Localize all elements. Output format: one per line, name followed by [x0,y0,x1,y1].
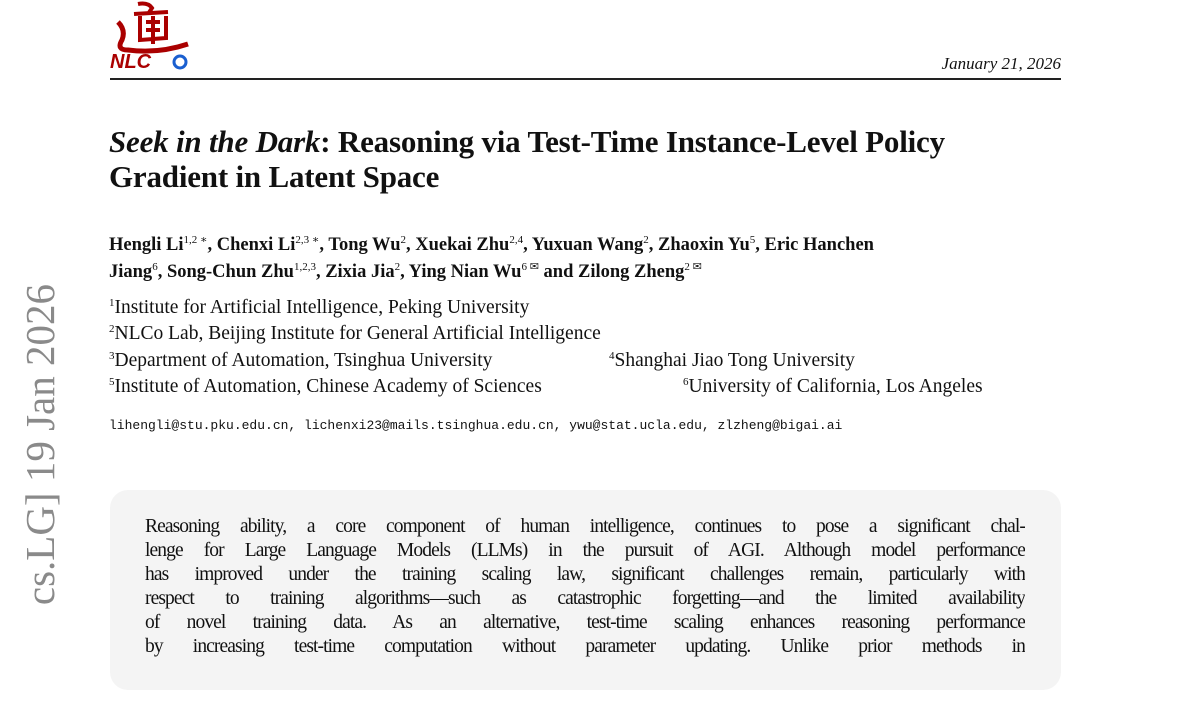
nlco-logo: NLC [108,0,198,73]
aff-name: NLCo Lab, Beijing Institute for General … [114,323,601,344]
author-name: Ying Nian Wu [408,262,522,282]
affiliation: 4Shanghai Jiao Tong University [609,350,855,372]
author-affiliation-marks: 6 ✉ [521,261,539,273]
author-affiliation-marks: 2 ✉ [684,261,702,273]
author-affiliation-marks: 2,4 [509,234,524,246]
aff-num: 3 [109,350,115,362]
header-rule [110,78,1061,80]
aff-num: 4 [609,350,615,362]
separator: , [648,235,659,255]
author-name: Chenxi Li [216,235,296,255]
abstract-line: of novel training data. As an alternativ… [145,612,1025,633]
author-emails: lihengli@stu.pku.edu.cn, lichenxi23@mail… [109,418,843,433]
aff-num: 5 [109,376,115,388]
separator: , [406,235,416,255]
title-italic: Seek in the Dark [109,124,321,159]
affiliation: 5Institute of Automation, Chinese Academ… [109,376,542,398]
aff-num: 1 [109,297,115,309]
title-rest: : Reasoning via Test-Time Instance-Level… [320,124,945,159]
abstract-line: lenge for Large Language Models (LLMs) i… [145,540,1025,561]
separator: , [157,262,167,282]
aff-name: Institute for Artificial Intelligence, P… [114,297,530,318]
affiliation: 6University of California, Los Angeles [683,376,983,398]
authors-line1: Hengli Li1,2 ∗, Chenxi Li2,3 ∗, Tong Wu2… [109,233,879,256]
author-affiliation-marks: 5 [749,234,756,246]
separator: , [400,262,409,282]
arxiv-stamp: cs.LG] 19 Jan 2026 [17,284,63,606]
affiliation: 1Institute for Artificial Intelligence, … [109,297,529,319]
affiliation: 3Department of Automation, Tsinghua Univ… [109,350,492,372]
separator: , [207,235,217,255]
author-name: Zhaoxin Yu [658,235,750,255]
abstract-line: by increasing test-time computation with… [145,636,1025,657]
author-name: Song-Chun Zhu [166,262,294,282]
author-name: Jiang [109,262,153,282]
author-affiliation-marks: 1,2,3 [293,261,316,273]
authors-line2: Jiang6, Song-Chun Zhu1,2,3, Zixia Jia2, … [109,260,702,283]
separator: and [538,262,578,282]
aff-num: 6 [683,376,689,388]
aff-num: 2 [109,323,115,335]
paper-title-line1: Seek in the Dark: Reasoning via Test-Tim… [109,124,945,160]
author-name: Zilong Zheng [577,262,685,282]
aff-name: Department of Automation, Tsinghua Unive… [114,350,493,371]
author-affiliation-marks: 2 [643,234,649,246]
author-affiliation-marks: 2 [400,234,407,246]
author-affiliation-marks: 1,2 ∗ [183,234,208,246]
abstract-line: respect to training algorithms—such as c… [145,588,1025,609]
separator: , [319,235,329,255]
abstract-line: Reasoning ability, a core component of h… [145,516,1025,537]
author-affiliation-marks: 2,3 ∗ [295,234,320,246]
affiliation: 2NLCo Lab, Beijing Institute for General… [109,323,601,345]
abstract-line: has improved under the training scaling … [145,564,1025,585]
author-name: Yuxuan Wang [531,235,644,255]
author-name: Hengli Li [109,235,184,255]
paper-title-line2: Gradient in Latent Space [109,159,440,194]
separator [874,235,879,255]
author-name: Tong Wu [328,235,401,255]
author-name: Eric Hanchen [764,235,874,255]
author-affiliation-marks: 6 [152,261,158,273]
separator: , [523,235,532,255]
separator: , [755,235,765,255]
author-affiliation-marks: 2 [394,261,401,273]
date: January 21, 2026 [941,54,1061,73]
aff-name: Institute of Automation, Chinese Academy… [114,376,542,397]
author-name: Zixia Jia [325,262,395,282]
separator: , [315,262,326,282]
svg-text:NLC: NLC [110,51,152,72]
aff-name: Shanghai Jiao Tong University [614,350,855,371]
aff-name: University of California, Los Angeles [688,376,983,397]
author-name: Xuekai Zhu [415,235,510,255]
